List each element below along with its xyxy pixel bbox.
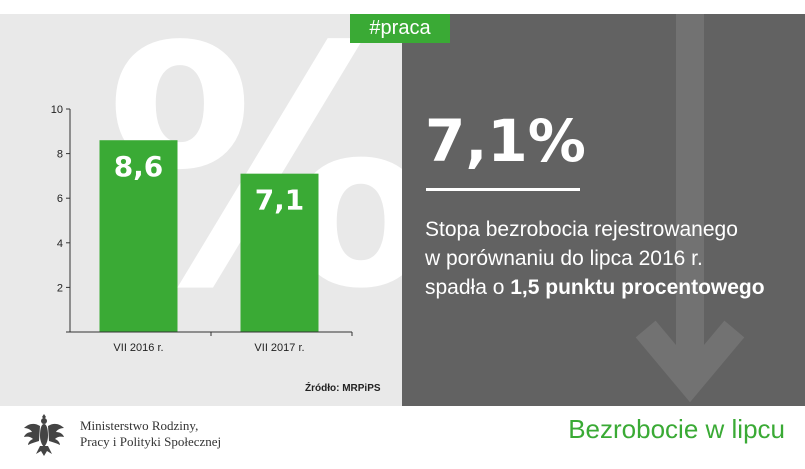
description-line-2: w porównaniu do lipca 2016 r. [425, 247, 703, 270]
eagle-emblem-icon [24, 414, 64, 456]
ministry-line-2: Pracy i Polityki Społecznej [80, 434, 222, 449]
y-tick-label: 10 [51, 104, 63, 116]
bar-value-label: 7,1 [255, 184, 305, 217]
y-tick-label: 4 [57, 238, 63, 250]
description-line-3: spadła o 1,5 punktu procentowego [425, 273, 795, 302]
footer-title: Bezrobocie w lipcu [568, 414, 785, 444]
y-tick-label: 2 [57, 282, 63, 294]
ministry-name: Ministerstwo Rodziny, Pracy i Polityki S… [80, 418, 221, 450]
headline-value: 7,1% [425, 107, 586, 175]
headline-underline [426, 188, 580, 191]
bar-value-label: 8,6 [114, 150, 164, 183]
y-tick-label: 8 [57, 149, 63, 161]
summary-panel [402, 14, 805, 406]
description-line-1: Stopa bezrobocia rejestrowanego [425, 218, 738, 241]
x-tick-label: VII 2016 r. [113, 342, 163, 354]
y-tick-label: 6 [57, 193, 63, 205]
hashtag-badge: #praca [350, 14, 450, 43]
x-tick-label: VII 2017 r. [254, 342, 304, 354]
source-note: Źródło: MRPiPS [305, 383, 381, 394]
bar [240, 173, 319, 332]
description-text: Stopa bezrobocia rejestrowanego w porówn… [425, 215, 795, 302]
bar [99, 140, 178, 332]
down-arrow-icon [635, 14, 745, 403]
description-line-3-prefix: spadła o [425, 276, 511, 299]
ministry-line-1: Ministerstwo Rodziny, [80, 418, 199, 433]
description-highlight: 1,5 punktu procentowego [510, 276, 765, 299]
